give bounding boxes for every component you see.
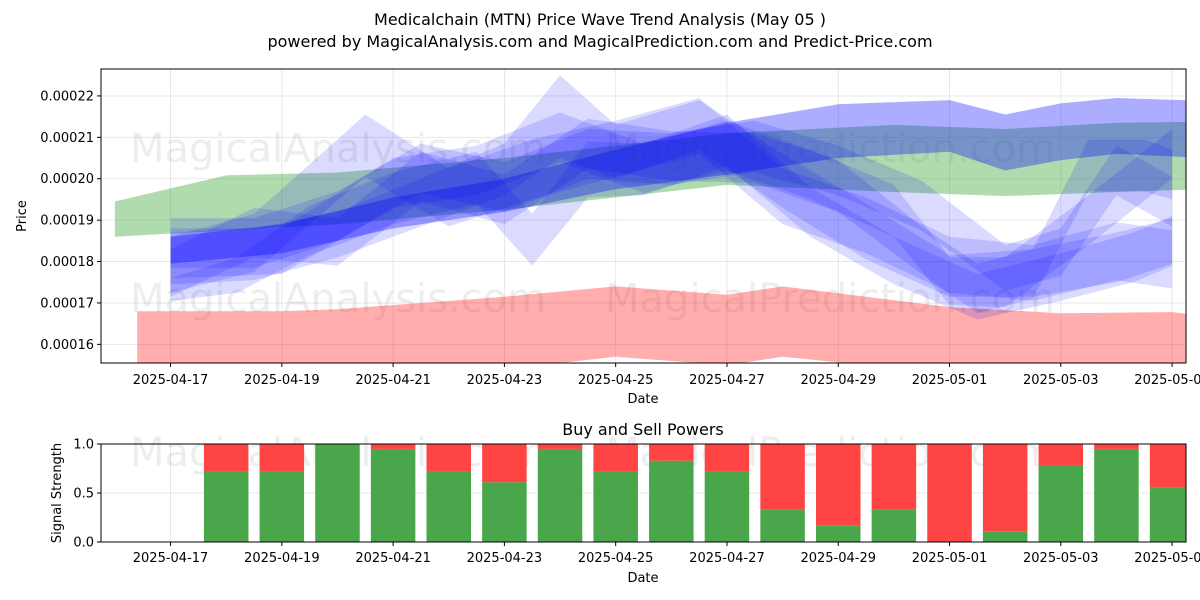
buy-bar — [760, 509, 805, 542]
sell-bar — [370, 444, 416, 449]
buy-bar — [593, 471, 638, 542]
sell-bar — [1094, 444, 1139, 449]
sell-bar — [927, 444, 972, 542]
price-x-tick-label: 2025-04-21 — [355, 373, 431, 388]
price-y-tick-label: 0.00022 — [40, 89, 94, 104]
sell-bar — [1038, 444, 1084, 466]
sell-bar — [760, 444, 805, 510]
price-band-wave-3 — [170, 114, 1173, 320]
buy-bar — [704, 471, 750, 542]
signal-x-tick-label: 2025-05-03 — [1023, 551, 1099, 566]
price-band-wave-4 — [170, 118, 1173, 314]
price-band-wave-1 — [170, 75, 1173, 297]
sell-bar — [426, 444, 472, 472]
buy-bar — [649, 460, 694, 542]
price-x-tick-label: 2025-04-25 — [578, 373, 654, 388]
signal-bars — [203, 444, 1186, 542]
price-y-tick-label: 0.00016 — [40, 338, 94, 353]
price-chart-frame — [100, 68, 1187, 364]
buy-bar — [259, 471, 305, 542]
signal-x-axis-label: Date — [627, 571, 658, 586]
price-x-tick-label: 2025-05-03 — [1023, 373, 1099, 388]
price-x-axis: 2025-04-17 2025-04-19 2025-04-21 2025-04-23… — [133, 363, 1200, 388]
buy-bar — [815, 525, 861, 542]
price-band-red-band — [137, 286, 1186, 363]
price-chart-watermarks: MagicalAnalysis.com MagicalPrediction.co… — [130, 126, 1055, 322]
signal-chart: Buy and Sell Powers MagicalAnalysis.com … — [50, 420, 1200, 586]
buy-bar — [482, 482, 527, 542]
price-x-axis-label: Date — [627, 392, 658, 407]
signal-x-tick-label: 2025-04-29 — [800, 551, 876, 566]
signal-y-axis-label: Signal Strength — [50, 443, 65, 543]
price-y-tick-label: 0.00019 — [40, 214, 94, 229]
signal-y-axis: 0.0 0.5 1.0 — [73, 438, 101, 551]
price-x-tick-label: 2025-04-29 — [800, 373, 876, 388]
price-x-tick-label: 2025-05-01 — [912, 373, 988, 388]
signal-x-tick-label: 2025-04-25 — [578, 551, 654, 566]
price-y-axis: 0.00016 0.00017 0.00018 0.00019 0.00020 0.000… — [40, 89, 101, 353]
sell-bar — [482, 444, 527, 483]
sell-bar — [815, 444, 861, 526]
watermark-magicalanalysis: MagicalAnalysis.com — [130, 126, 546, 172]
price-chart: MagicalAnalysis.com MagicalPrediction.co… — [15, 68, 1200, 407]
price-y-tick-label: 0.00021 — [40, 131, 94, 146]
price-y-tick-label: 0.00018 — [40, 255, 94, 270]
price-band-blue-band-upper — [170, 98, 1186, 264]
watermark-magicalprediction: MagicalPrediction.com — [605, 276, 1055, 322]
buy-bar — [871, 509, 917, 542]
price-bands — [114, 75, 1186, 363]
signal-x-tick-label: 2025-04-21 — [355, 551, 431, 566]
buy-bar — [1094, 448, 1139, 542]
sell-bar — [259, 444, 305, 472]
price-x-tick-label: 2025-05-05 — [1134, 373, 1200, 388]
price-x-tick-label: 2025-04-27 — [689, 373, 765, 388]
signal-y-tick-label: 1.0 — [73, 438, 94, 453]
price-x-tick-label: 2025-04-23 — [467, 373, 543, 388]
chart-subtitle: powered by MagicalAnalysis.com and Magic… — [267, 32, 932, 51]
sell-bar — [704, 444, 750, 472]
sell-bar — [871, 444, 917, 510]
watermark-magicalprediction: MagicalPrediction.com — [605, 126, 1055, 172]
signal-y-tick-label: 0.0 — [73, 536, 94, 551]
price-band-wave-2 — [170, 120, 1173, 291]
buy-bar — [203, 471, 249, 542]
buy-bar — [537, 448, 583, 542]
signal-x-tick-label: 2025-04-23 — [467, 551, 543, 566]
signal-chart-title: Buy and Sell Powers — [562, 420, 724, 439]
price-y-tick-label: 0.00017 — [40, 296, 94, 311]
price-band-green-band — [114, 121, 1186, 237]
buy-bar — [370, 448, 416, 542]
buy-bar — [982, 531, 1028, 542]
sell-bar — [649, 444, 694, 461]
signal-x-axis: 2025-04-17 2025-04-19 2025-04-21 2025-04-23… — [133, 542, 1200, 566]
signal-x-tick-label: 2025-05-05 — [1134, 551, 1200, 566]
sell-bar — [537, 444, 583, 449]
sell-bar — [203, 444, 249, 472]
watermark-magicalanalysis: MagicalAnalysis.com — [130, 276, 546, 322]
buy-bar — [315, 444, 360, 542]
sell-bar — [1149, 444, 1186, 488]
buy-bar — [1038, 465, 1084, 542]
price-chart-grid — [101, 69, 1186, 363]
price-band-wave-6 — [170, 98, 1173, 301]
chart-title: Medicalchain (MTN) Price Wave Trend Anal… — [374, 10, 826, 29]
price-y-tick-label: 0.00020 — [40, 172, 94, 187]
price-x-tick-label: 2025-04-19 — [244, 373, 320, 388]
buy-bar — [1149, 487, 1186, 542]
price-y-axis-label: Price — [15, 200, 30, 232]
price-x-tick-label: 2025-04-17 — [133, 373, 209, 388]
price-band-wave-5 — [170, 112, 1173, 308]
signal-x-tick-label: 2025-04-17 — [133, 551, 209, 566]
signal-x-tick-label: 2025-05-01 — [912, 551, 988, 566]
signal-y-tick-label: 0.5 — [73, 487, 94, 502]
signal-x-tick-label: 2025-04-27 — [689, 551, 765, 566]
sell-bar — [982, 444, 1028, 532]
sell-bar — [593, 444, 638, 472]
buy-bar — [426, 471, 472, 542]
signal-x-tick-label: 2025-04-19 — [244, 551, 320, 566]
